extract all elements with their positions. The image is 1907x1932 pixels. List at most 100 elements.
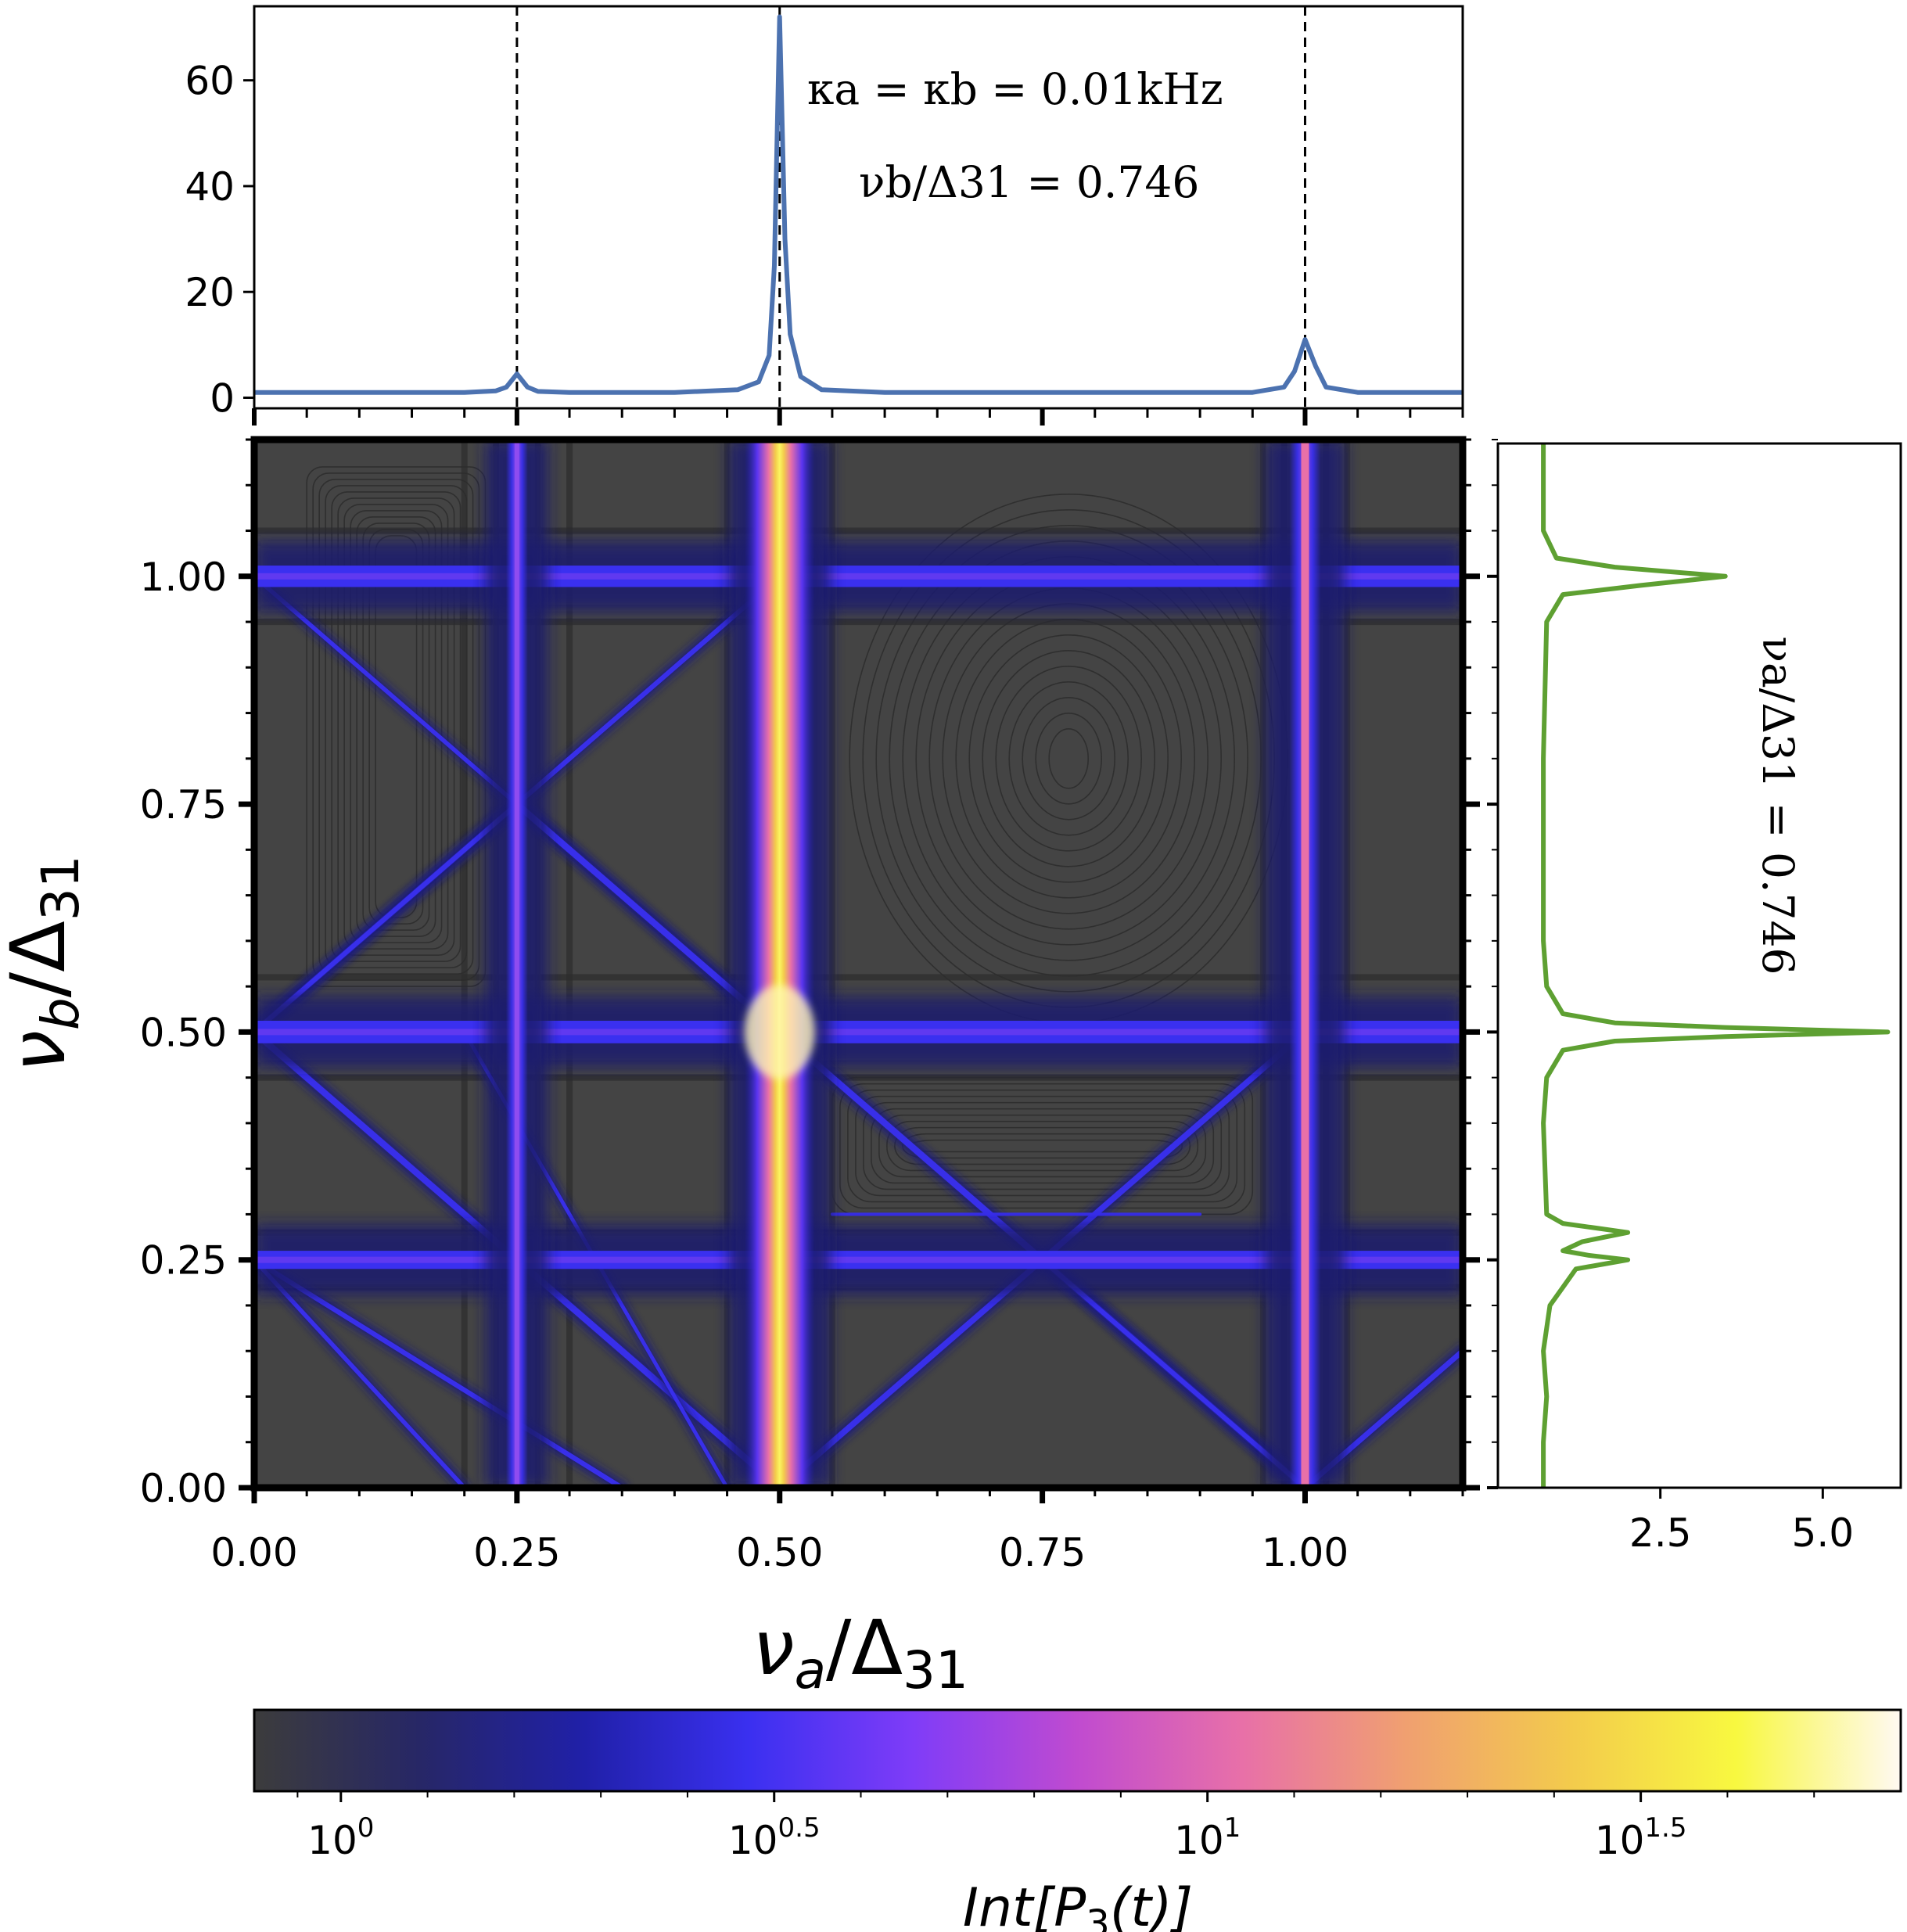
colorbar-tick-base: 10 [1174,1818,1224,1863]
contour-ring-upper [968,634,1169,883]
dark-band-horizontal-3 [254,974,1463,981]
dark-band-horizontal-5 [254,527,1463,534]
contour-ring-lower [855,1095,1230,1197]
heatmap-x-tick-label-0: 0.00 [210,1530,297,1575]
vertical-resonance-0 [485,440,549,1488]
contour-ring-upper [982,650,1155,867]
heatmap-y-tick-label-2: 0.50 [140,1010,227,1055]
vertical-resonance-1 [728,440,831,1488]
horizontal-resonance-center [254,573,1463,580]
heatmap-y-tick-label-1: 0.25 [140,1238,227,1284]
contour-ring-lower [871,1108,1215,1184]
vertical-resonance-center [514,440,519,1488]
top-slice-panel: 0 20 40 60 κa = κb = 0.01kHz νb/Δ31 = 0.746 [185,5,1464,426]
contour-ring-left [331,491,461,962]
top-annotation-nub: νb/Δ31 = 0.746 [859,157,1199,207]
dark-band-vertical-6 [1259,440,1266,1488]
heatmap-y-tick-label-4: 1.00 [140,555,227,600]
colorbar-tick-exponent: 0 [357,1812,375,1844]
right-slice-plot-area [1541,443,1891,1488]
contour-ring-upper [1008,681,1129,836]
main-heatmap-panel: 0.00 0.25 0.50 0.75 1.00 0.00 0.25 0.50 0.75 1.0… [0,436,1480,1700]
top-y-axis: 0 20 40 60 [185,59,254,421]
colorbar-tick-base: 10 [307,1818,357,1863]
contour-ring-lower [847,1089,1238,1203]
right-x-tick-label-1: 5.0 [1792,1510,1855,1556]
diagonal-resonance-core [1040,1257,1308,1488]
right-slice-frame [1496,442,1902,1489]
colorbar-tick-label-3: 101.5 [1595,1812,1687,1863]
y-axis-label: νb/Δ31 [0,855,91,1072]
dark-band-vertical-4 [724,440,731,1488]
dark-band-horizontal-4 [254,619,1463,626]
top-slice-frame [253,5,1464,410]
horizontal-resonance-2 [254,540,1463,612]
heatmap-x-tick-label-1: 0.25 [473,1530,560,1575]
colorbar-tick-exponent: 0.5 [778,1812,821,1844]
heatmap-y-tick-label-0: 0.00 [140,1466,227,1511]
contour-ring-lower [886,1120,1199,1172]
heatmap-plot-area [254,440,1463,1488]
contour-ring-left [343,504,449,950]
horizontal-resonance-center [254,1256,1463,1263]
colorbar-label: Int[P3(t)] [963,1877,1193,1932]
contour-ring-lower [839,1083,1246,1209]
contour-ring-left [350,510,443,943]
right-slice-curve [1541,443,1891,1488]
right-x-tick-label-0: 2.5 [1629,1510,1692,1556]
contour-ring-lower [878,1114,1207,1178]
diagonal-resonance-11 [1036,1254,1311,1488]
contour-ring-upper [1022,697,1115,821]
dark-band-vertical-9 [1344,440,1351,1488]
horizontal-resonance-1 [254,997,1463,1068]
diagonal-resonance-6 [254,1254,628,1488]
dark-band-horizontal-2 [254,1074,1463,1081]
contour-ring-upper [1048,728,1089,789]
colorbar-tick-label-0: 100 [307,1812,374,1863]
heatmap-horizontal-resonances [254,540,1463,1295]
top-y-tick-label-2: 40 [185,164,235,210]
colorbar-panel: 100 100.5 101 101.5 Int[P3(t)] [253,1708,1902,1932]
colorbar-tick-base: 10 [1595,1818,1645,1863]
right-y-axis-ticks [1487,439,1498,1489]
contour-ring-left [306,466,487,987]
diagonal-resonance-core [254,1257,625,1488]
top-x-axis-ticks [252,408,1464,426]
right-x-axis: 2.5 5.0 [1629,1488,1854,1556]
contour-ring-lower [863,1101,1223,1190]
right-slice-panel: 2.5 5.0 νa/Δ31 = 0.746 [1487,439,1902,1556]
top-slice-curve [254,14,1463,395]
top-y-tick-label-1: 20 [185,270,235,315]
colorbar-tick-base: 10 [728,1818,778,1863]
top-y-tick-label-0: 0 [210,375,235,421]
heatmap-y-axis: 0.00 0.25 0.50 0.75 1.00 [140,438,1480,1511]
vertical-resonance-center [1301,440,1309,1488]
top-slice-plot-area [254,6,1463,408]
top-annotation-kappa: κa = κb = 0.01kHz [807,64,1223,114]
contour-ring-left [337,497,455,956]
heatmap-vertical-resonances [485,440,1345,1488]
colorbar-tick-exponent: 1.5 [1644,1812,1686,1844]
dark-band-vertical-0 [461,440,468,1488]
colorbar-fill [254,1710,1901,1791]
heatmap-x-tick-label-3: 0.75 [999,1530,1086,1575]
dark-band-vertical-5 [828,440,835,1488]
x-axis-label: νa/Δ31 [752,1604,968,1700]
colorbar-axis: 100 100.5 101 101.5 [296,1791,1815,1863]
right-annotation-nua: νa/Δ31 = 0.746 [1753,637,1803,975]
diagonal-resonance-core [254,1257,467,1488]
vertical-resonance-2 [1265,440,1345,1488]
colorbar-frame [253,1708,1902,1793]
diagonal-resonance-7 [254,1254,470,1488]
heatmap-frame [250,436,1467,1492]
heatmap-x-axis: 0.00 0.25 0.50 0.75 1.00 [210,1488,1464,1575]
colorbar-tick-label-1: 100.5 [728,1812,821,1863]
dark-band-vertical-3 [566,440,573,1488]
heatmap-x-tick-label-2: 0.50 [736,1530,823,1575]
heatmap-y-tick-label-3: 0.75 [140,782,227,828]
heatmap-x-tick-label-4: 1.00 [1262,1530,1349,1575]
horizontal-resonance-0 [254,1224,1463,1295]
contour-ring-lower [894,1126,1191,1165]
crossing-hotspot [744,985,815,1079]
